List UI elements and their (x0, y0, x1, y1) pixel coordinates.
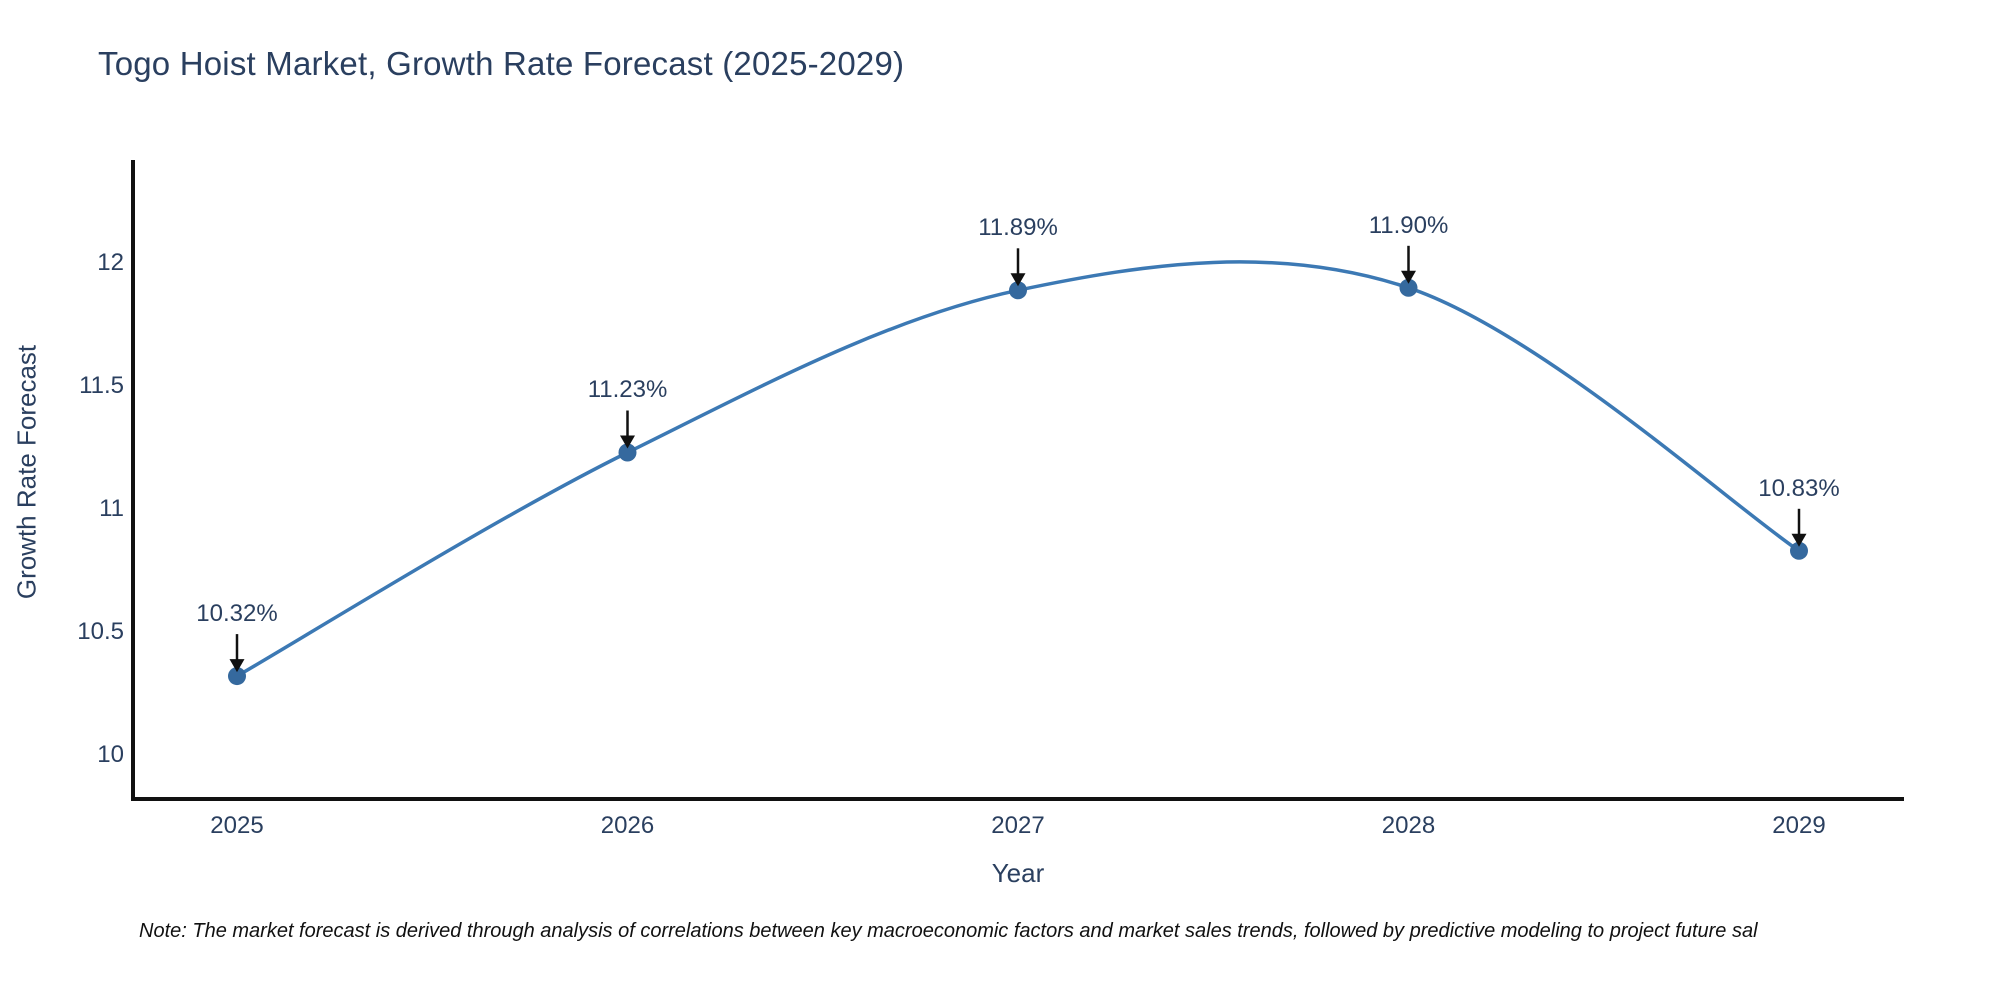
axis-lines (131, 160, 1904, 801)
data-point-marker (1790, 541, 1808, 560)
y-tick-label: 11 (99, 495, 124, 522)
y-axis-title: Growth Rate Forecast (11, 344, 42, 600)
point-value-annotation: 10.83% (1758, 475, 1840, 502)
point-value-annotation: 11.23% (587, 376, 668, 403)
x-tick-label: 2028 (1381, 812, 1436, 839)
x-tick-label: 2029 (1772, 812, 1826, 839)
x-tick-label: 2026 (600, 812, 655, 839)
point-value-annotation: 11.90% (1368, 212, 1449, 239)
footnote: Note: The market forecast is derived thr… (139, 920, 1758, 942)
data-point-marker (618, 443, 637, 462)
x-axis-title: Year (991, 858, 1045, 888)
point-value-annotation: 11.89% (978, 214, 1058, 241)
annotation-arrow-head (229, 659, 245, 673)
chart-title: Togo Hoist Market, Growth Rate Forecast … (98, 45, 905, 82)
x-tick-label: 2027 (991, 812, 1045, 839)
trend-line (235, 260, 1801, 678)
x-tick-label: 2025 (210, 812, 264, 839)
y-tick-label: 10.5 (77, 618, 124, 645)
annotation-arrow-head (1010, 273, 1026, 287)
annotation-arrow-head (1791, 533, 1807, 547)
y-tick-label: 12 (97, 249, 124, 276)
annotation-arrow-head (620, 435, 635, 449)
point-value-annotation: 10.32% (196, 600, 278, 627)
data-point-marker (1399, 278, 1418, 297)
y-tick-label: 11.5 (79, 372, 124, 399)
annotation-arrow-head (1401, 270, 1416, 284)
data-point-marker (1009, 281, 1027, 300)
data-point-marker (228, 667, 246, 686)
y-tick-label: 10 (97, 741, 124, 768)
